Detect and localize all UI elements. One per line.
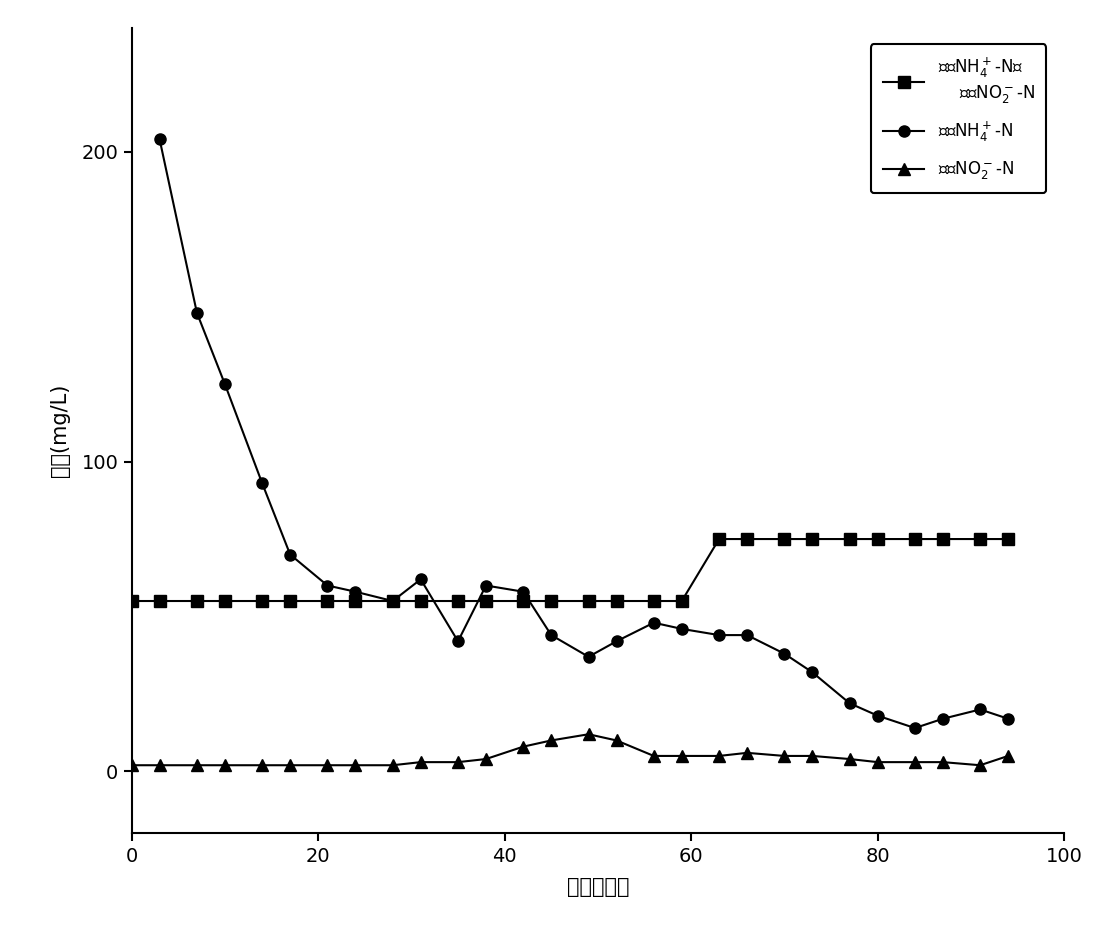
- Y-axis label: 浓度(mg/L): 浓度(mg/L): [50, 384, 70, 477]
- X-axis label: 时间（天）: 时间（天）: [567, 877, 629, 896]
- Legend: 进水NH$_4^+$-N；
    进水NO$_2^-$-N, 出水NH$_4^+$-N, 出水NO$_2^-$-N: 进水NH$_4^+$-N； 进水NO$_2^-$-N, 出水NH$_4^+$-N…: [871, 44, 1047, 194]
